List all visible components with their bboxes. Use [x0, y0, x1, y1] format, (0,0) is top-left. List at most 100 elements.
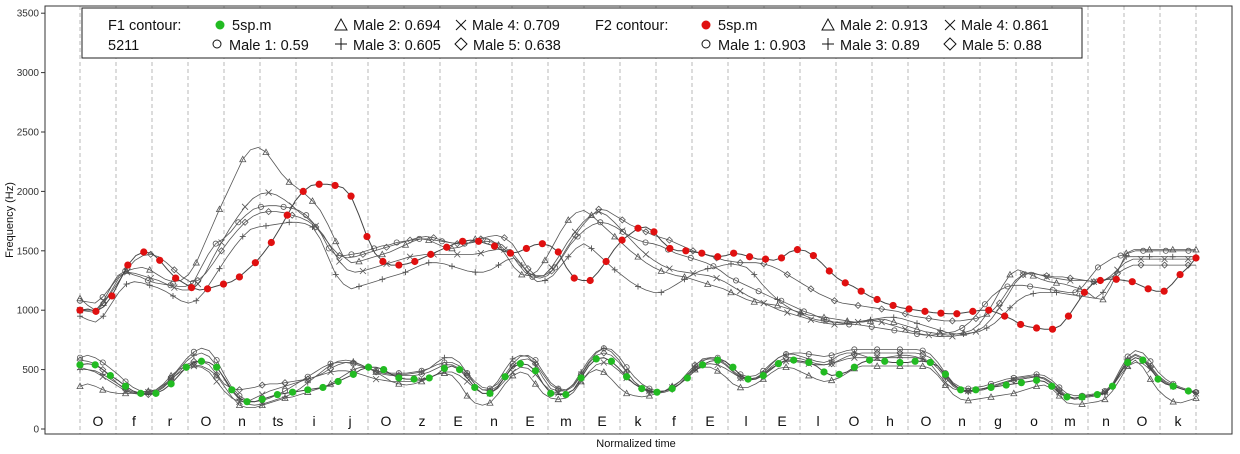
data-point [171, 284, 178, 291]
data-point [1139, 356, 1147, 364]
data-point [666, 244, 674, 253]
data-point [1124, 358, 1132, 367]
data-point [571, 231, 579, 239]
legend-f2-male4-marker [944, 19, 956, 31]
data-point [326, 380, 335, 387]
data-point [262, 148, 270, 155]
data-point [472, 269, 479, 276]
data-point [682, 247, 690, 255]
data-point [257, 203, 264, 210]
data-point [212, 240, 219, 247]
data-point [378, 250, 386, 258]
data-point [1137, 255, 1145, 263]
data-point [710, 263, 717, 270]
data-point [793, 246, 802, 254]
segment-label: n [1102, 413, 1110, 429]
data-point [730, 249, 738, 257]
data-point [235, 219, 242, 226]
data-point [448, 244, 456, 252]
data-point [146, 265, 154, 273]
y-tick-label: 1500 [17, 246, 40, 257]
data-point [1030, 290, 1037, 297]
segment-label: O [381, 413, 392, 429]
data-point [1032, 376, 1041, 384]
data-point [172, 274, 180, 282]
data-point [995, 299, 1004, 307]
series-group [76, 355, 1197, 406]
data-point [698, 249, 706, 257]
data-point [1128, 278, 1136, 286]
data-point [464, 370, 471, 377]
y-tick-label: 3500 [17, 9, 40, 20]
y-axis-label: Frequency (Hz) [4, 182, 16, 258]
data-point [1019, 270, 1027, 279]
data-point [919, 362, 927, 369]
data-point [689, 270, 697, 277]
data-point [500, 234, 508, 242]
data-point [896, 349, 904, 357]
data-point [600, 368, 608, 375]
data-point [359, 267, 367, 275]
segment-label: O [1137, 413, 1148, 429]
data-point [783, 351, 790, 358]
segment-label: O [93, 413, 104, 429]
data-point [427, 250, 435, 258]
series-line [80, 192, 1196, 337]
y-tick-label: 2000 [17, 187, 40, 198]
data-point [919, 347, 926, 354]
data-point [364, 363, 373, 371]
data-point [373, 367, 380, 374]
data-point [425, 259, 432, 266]
data-point [406, 236, 414, 244]
data-point [1056, 384, 1063, 391]
data-point [379, 257, 387, 266]
legend-f1-male1-label: Male 1: 0.59 [229, 38, 309, 54]
data-point [402, 269, 409, 276]
data-point [197, 357, 206, 365]
data-point [1066, 274, 1074, 282]
data-point [865, 356, 874, 364]
data-point [76, 382, 84, 390]
data-point [334, 377, 342, 386]
data-point [969, 307, 977, 315]
data-point [241, 218, 249, 226]
data-point [121, 389, 130, 397]
data-point [92, 307, 100, 315]
data-point [474, 237, 483, 245]
data-point [650, 228, 658, 236]
data-point [263, 222, 269, 229]
data-point [1017, 320, 1025, 329]
data-point [850, 350, 858, 358]
data-point [379, 276, 386, 283]
data-point [889, 301, 897, 310]
data-point [349, 370, 357, 378]
data-point [1144, 285, 1152, 293]
data-point [213, 357, 220, 364]
data-point [531, 367, 540, 375]
data-point [1055, 391, 1064, 399]
segment-label: i [312, 413, 315, 429]
data-point [645, 391, 654, 399]
data-point [281, 394, 289, 401]
legend-f1-male3-label: Male 3: 0.605 [353, 38, 441, 54]
data-point [774, 360, 783, 368]
data-point [308, 197, 317, 204]
data-point [395, 261, 403, 269]
data-point [335, 251, 343, 260]
data-point [1007, 304, 1013, 311]
segment-label: O [849, 413, 860, 429]
data-point [1076, 284, 1084, 292]
data-point [532, 357, 539, 364]
data-point [634, 224, 642, 232]
data-point [634, 252, 642, 260]
data-point [554, 395, 562, 403]
data-point [239, 155, 247, 163]
data-point [653, 388, 661, 396]
data-point [830, 297, 839, 305]
data-point [1063, 393, 1071, 401]
data-point [477, 249, 485, 257]
data-point [1192, 254, 1200, 262]
data-point [996, 304, 1003, 312]
data-point [170, 292, 176, 299]
data-point [1137, 261, 1145, 269]
